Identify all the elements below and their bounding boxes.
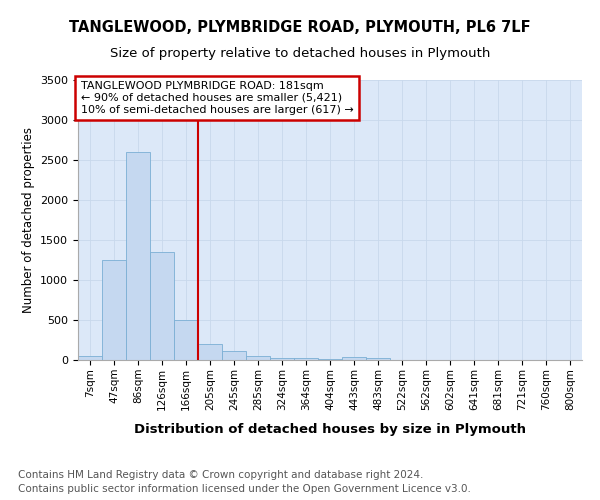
Bar [174,320,198,360]
Bar [198,344,222,360]
Bar [366,358,390,360]
Text: TANGLEWOOD, PLYMBRIDGE ROAD, PLYMOUTH, PL6 7LF: TANGLEWOOD, PLYMBRIDGE ROAD, PLYMOUTH, P… [69,20,531,35]
Text: Distribution of detached houses by size in Plymouth: Distribution of detached houses by size … [134,422,526,436]
Bar [126,152,150,360]
Text: Contains public sector information licensed under the Open Government Licence v3: Contains public sector information licen… [18,484,471,494]
Bar [150,252,174,360]
Bar [294,358,318,360]
Bar [222,351,246,360]
Bar [270,358,294,360]
Text: TANGLEWOOD PLYMBRIDGE ROAD: 181sqm
← 90% of detached houses are smaller (5,421)
: TANGLEWOOD PLYMBRIDGE ROAD: 181sqm ← 90%… [80,82,353,114]
Bar [78,356,102,360]
Y-axis label: Number of detached properties: Number of detached properties [22,127,35,313]
Bar [342,357,366,360]
Bar [102,260,126,360]
Text: Size of property relative to detached houses in Plymouth: Size of property relative to detached ho… [110,48,490,60]
Text: Contains HM Land Registry data © Crown copyright and database right 2024.: Contains HM Land Registry data © Crown c… [18,470,424,480]
Bar [246,356,270,360]
